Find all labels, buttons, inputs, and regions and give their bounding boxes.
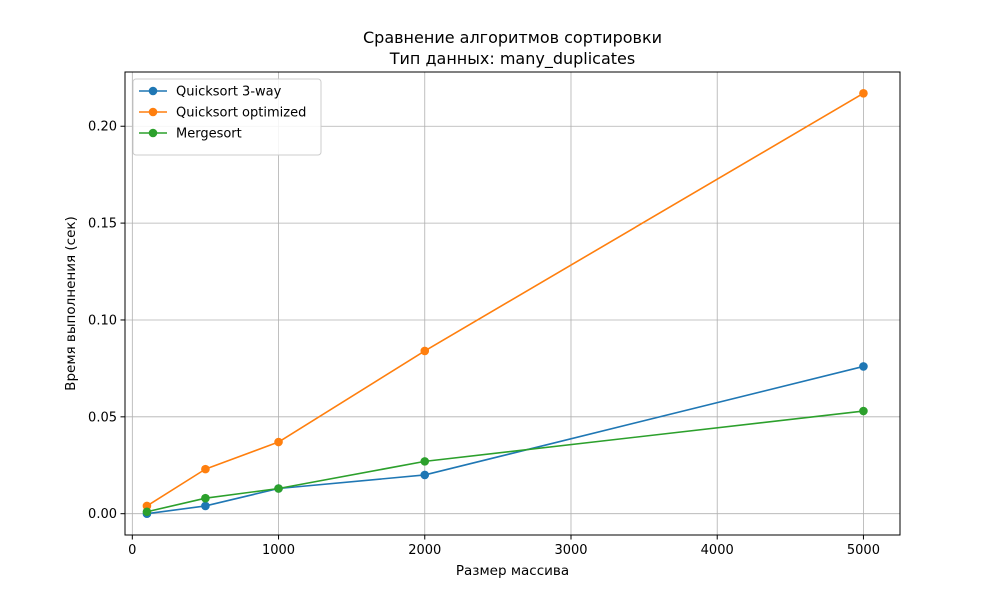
legend-marker [148,128,158,138]
y-tick-label: 0.10 [88,313,117,328]
x-axis-label: Размер массива [456,563,569,579]
legend-label: Quicksort 3-way [176,85,282,100]
legend-marker [148,107,158,117]
legend-label: Mergesort [176,127,242,142]
data-point [420,470,430,480]
data-point [859,406,868,416]
data-point [201,464,210,474]
x-tick-label: 4000 [701,543,734,558]
legend-item: Quicksort 3-way [139,85,282,100]
data-point [201,501,210,511]
y-tick-label: 0.00 [88,507,117,522]
plot-series [142,89,868,518]
y-axis-label: Время выполнения (сек) [63,216,79,391]
y-tick-label: 0.20 [88,120,117,135]
x-tick-label: 5000 [847,543,880,558]
data-point [274,437,283,447]
x-tick-label: 1000 [262,543,295,558]
legend-frame [132,78,322,156]
x-tick-label: 2000 [408,543,441,558]
data-point [142,507,152,517]
legend-item: Quicksort optimized [139,106,306,121]
plot-area-frame [124,71,901,536]
data-point [420,457,430,466]
legend: Quicksort 3-way Quicksort optimized Merges… [132,78,322,156]
data-point [201,493,210,503]
legend-label: Quicksort optimized [176,106,306,121]
y-tick-label: 0.05 [88,410,117,425]
y-tick-label: 0.15 [88,217,117,232]
x-tick-label: 3000 [554,543,587,558]
series-1 [142,362,868,518]
chart-subtitle: Тип данных: many_duplicates [389,49,635,69]
series-line [146,410,864,513]
data-point [859,89,868,98]
axis-ticks: 0 1000 2000 3000 4000 5000 0.00 0.05 0.10 0.15 0.2… [88,120,880,558]
legend-item: Mergesort [139,127,242,142]
chart-title: Сравнение алгоритмов сортировки [363,28,662,47]
series-3 [142,406,868,517]
data-point [859,362,868,371]
data-point [274,484,283,493]
x-tick-label: 0 [128,543,136,558]
data-point [420,346,430,356]
legend-marker [148,86,158,96]
